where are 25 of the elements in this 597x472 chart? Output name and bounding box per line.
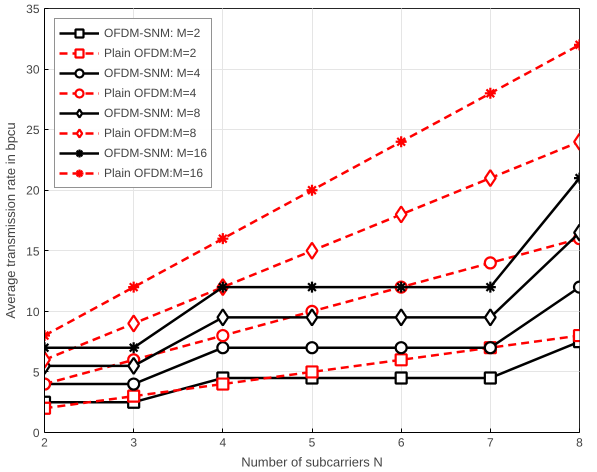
y-tick-label: 30	[26, 62, 40, 77]
legend-label: Plain OFDM:M=8	[104, 126, 196, 140]
legend-label: OFDM-SNM: M=4	[104, 66, 200, 80]
x-tick-label: 5	[308, 436, 316, 450]
y-axis-title: Average transmission rate in bpcu	[3, 122, 18, 319]
y-tick-label: 20	[26, 184, 40, 198]
legend-label: OFDM-SNM: M=8	[104, 106, 200, 120]
y-tick-label: 15	[26, 244, 40, 258]
x-axis-title: Number of subcarriers N	[241, 454, 383, 470]
legend-label: Plain OFDM:M=16	[104, 166, 204, 180]
x-tick-label: 7	[486, 436, 494, 450]
y-tick-label: 10	[26, 304, 40, 319]
x-tick-label: 3	[130, 436, 138, 450]
legend-label: Plain OFDM:M=4	[104, 86, 196, 100]
y-tick-label: 0	[32, 426, 40, 440]
x-tick-label: 4	[219, 436, 226, 450]
x-tick-label: 8	[576, 436, 584, 450]
y-tick-label: 35	[26, 2, 40, 16]
legend-label: OFDM-SNM: M=2	[104, 26, 200, 40]
y-tick-label: 25	[26, 123, 40, 138]
y-tick-label: 5	[32, 365, 40, 380]
x-tick-label: 2	[41, 436, 48, 450]
legend-label: OFDM-SNM: M=16	[104, 146, 208, 160]
x-tick-label: 6	[398, 436, 405, 450]
legend-label: Plain OFDM:M=2	[104, 46, 196, 60]
